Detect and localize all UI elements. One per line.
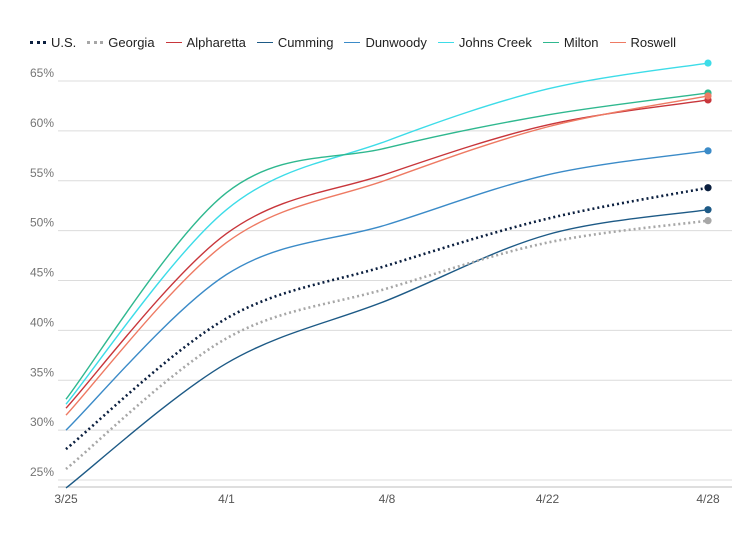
end-point-dunwoody (704, 147, 712, 155)
y-tick-label: 50% (30, 216, 54, 230)
legend-item-milton: Milton (542, 34, 599, 50)
legend-item-u-s: U.S. (30, 35, 76, 50)
x-tick-label: 4/22 (536, 492, 560, 506)
end-point-johns-creek (704, 59, 712, 67)
legend-swatch (344, 41, 361, 43)
legend-label: Georgia (108, 34, 155, 50)
y-axis: 25% 30% 35% 40% 45% 50% 55% 60% 65% (30, 66, 54, 479)
legend-swatch (609, 41, 626, 43)
series-line-georgia (65, 219, 709, 471)
chart-legend: U.S. Georgia Alpharetta Cumming Dunwoody John… (30, 33, 687, 51)
y-tick-label: 35% (30, 365, 54, 379)
legend-swatch (165, 41, 182, 43)
series-line-johns-creek (65, 62, 709, 405)
end-point-u-s (704, 184, 712, 192)
end-point-roswell (704, 92, 712, 100)
series-line-alpharetta (65, 99, 709, 409)
legend-swatch (542, 41, 559, 43)
legend-item-alpharetta: Alpharetta (165, 34, 246, 50)
series-line-milton (65, 92, 709, 400)
y-tick-label: 40% (30, 315, 54, 329)
legend-label: Milton (563, 34, 599, 50)
legend-label: Roswell (630, 34, 677, 50)
legend-swatch (256, 41, 273, 43)
legend-item-johns-creek: Johns Creek (437, 34, 532, 50)
series-line-u-s (65, 186, 709, 451)
legend-swatch (30, 40, 46, 44)
y-tick-label: 30% (30, 415, 54, 429)
legend-item-dunwoody: Dunwoody (344, 34, 427, 50)
end-point-georgia (704, 217, 712, 225)
y-tick-label: 55% (30, 166, 54, 180)
legend-item-georgia: Georgia (87, 34, 155, 50)
legend-item-roswell: Roswell (609, 34, 677, 50)
legend-item-cumming: Cumming (256, 34, 334, 50)
x-tick-label: 3/25 (54, 492, 78, 506)
legend-label: Dunwoody (365, 34, 427, 50)
y-tick-label: 45% (30, 266, 54, 280)
legend-swatch (437, 41, 454, 43)
series-line-cumming (65, 208, 709, 489)
x-tick-label: 4/8 (379, 492, 396, 506)
series-line-roswell (65, 95, 709, 416)
legend-label: Johns Creek (458, 34, 532, 50)
grid-lines (58, 80, 732, 488)
series-line-dunwoody (65, 150, 709, 431)
legend-label: Cumming (277, 34, 334, 50)
end-points (704, 59, 712, 225)
legend-label: U.S. (51, 34, 77, 50)
series-lines (65, 62, 709, 489)
y-tick-label: 25% (30, 465, 54, 479)
legend-swatch (87, 40, 104, 44)
x-tick-label: 4/1 (218, 492, 235, 506)
x-tick-label: 4/28 (696, 492, 720, 506)
legend-label: Alpharetta (186, 34, 246, 50)
y-tick-label: 60% (30, 116, 54, 130)
end-point-cumming (704, 206, 712, 214)
y-tick-label: 65% (30, 66, 54, 80)
x-axis: 3/25 4/1 4/8 4/22 4/28 (54, 492, 720, 506)
